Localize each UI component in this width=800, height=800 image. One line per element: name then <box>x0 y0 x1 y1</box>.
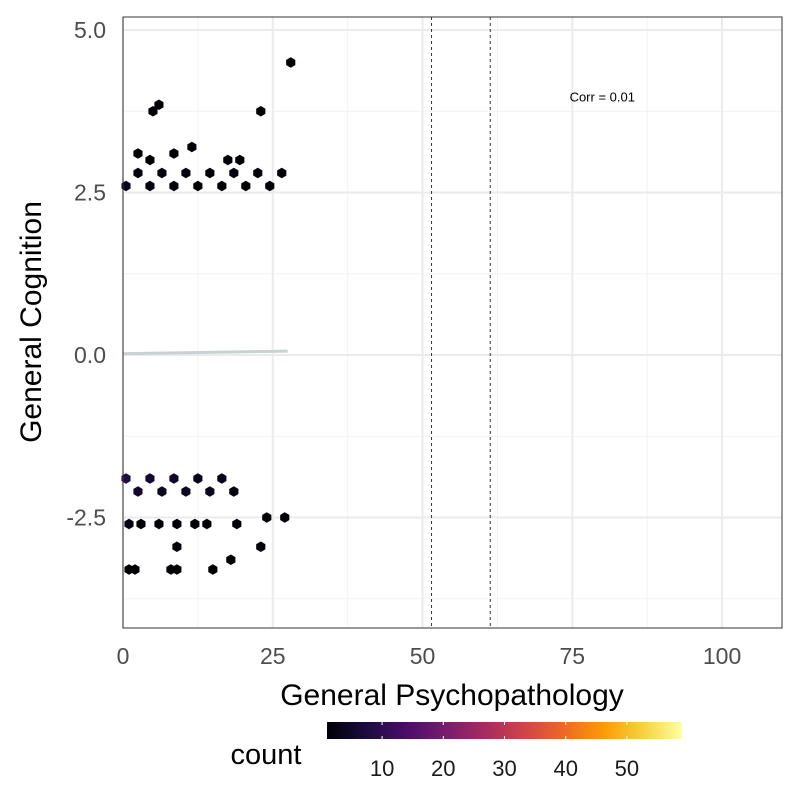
hex-cell <box>205 486 215 497</box>
x-tick-label: 25 <box>260 643 286 669</box>
hex-cell <box>256 541 266 553</box>
hex-cell <box>121 473 131 484</box>
fit-line <box>122 349 288 356</box>
minor-gridlines <box>123 17 782 628</box>
hex-cell <box>133 486 143 497</box>
y-axis-ticks: -2.5 0.0 2.5 5.0 <box>66 17 106 531</box>
trend-line <box>122 349 288 356</box>
hex-cell <box>154 99 164 111</box>
hex-cell <box>265 180 275 192</box>
y-tick-label: 2.5 <box>74 180 106 206</box>
hexbin-cells <box>121 57 296 575</box>
x-axis-title: General Psychopathology <box>280 679 624 712</box>
hex-cell <box>145 154 155 166</box>
hex-cell <box>130 564 140 575</box>
y-axis-title: General Cognition <box>15 201 48 443</box>
legend-colorbar <box>327 722 682 739</box>
x-tick-label: 0 <box>117 643 130 669</box>
hex-cell <box>193 473 203 484</box>
y-tick-label: 5.0 <box>74 17 106 43</box>
hex-cell <box>157 486 167 497</box>
hex-cell <box>202 518 212 530</box>
hex-cell <box>277 167 287 179</box>
x-tick-label: 50 <box>410 643 436 669</box>
hex-cell <box>172 564 182 575</box>
y-tick-label: -2.5 <box>66 505 106 531</box>
hex-cell <box>217 473 227 484</box>
hex-cell <box>145 473 155 484</box>
hex-cell <box>169 180 179 192</box>
hex-cell <box>232 518 242 530</box>
hex-cell <box>121 180 131 192</box>
hex-cell <box>187 141 197 153</box>
hex-cell <box>181 167 191 179</box>
hex-cell <box>157 167 167 179</box>
hex-cell <box>223 154 233 166</box>
hex-cell <box>241 180 251 192</box>
hex-cell <box>145 180 155 192</box>
hex-cell <box>133 167 143 179</box>
x-tick-label: 75 <box>560 643 586 669</box>
hex-cell <box>280 512 290 523</box>
hex-cell <box>181 486 191 497</box>
hex-cell <box>124 518 134 530</box>
hex-cell <box>193 180 203 192</box>
hex-cell <box>229 486 239 497</box>
hex-cell <box>226 554 236 566</box>
y-tick-label: 0.0 <box>74 342 106 368</box>
legend-tick-label: 20 <box>431 756 455 781</box>
legend-tick-label: 40 <box>553 756 577 781</box>
hex-cell <box>169 148 179 159</box>
hex-cell <box>208 564 218 575</box>
hex-cell <box>205 167 215 179</box>
hex-cell <box>169 473 179 484</box>
hex-cell <box>172 541 182 553</box>
x-tick-label: 100 <box>703 643 741 669</box>
hex-cell <box>229 167 239 179</box>
legend-ticks: 10 20 30 40 50 <box>370 722 639 781</box>
legend-tick-label: 50 <box>615 756 639 781</box>
hex-cell <box>136 518 146 530</box>
hex-cell <box>217 180 227 192</box>
correlation-annotation: Corr = 0.01 <box>570 90 635 105</box>
plot-border <box>122 16 783 629</box>
hex-cell <box>235 154 245 166</box>
hex-cell <box>190 518 200 530</box>
legend-tick-label: 30 <box>492 756 516 781</box>
hex-cell <box>256 105 266 117</box>
legend-title: count <box>231 739 302 771</box>
hex-cell <box>262 512 272 523</box>
hex-cell <box>154 518 164 530</box>
hex-cell <box>286 57 296 68</box>
hex-cell <box>172 518 182 530</box>
hex-cell <box>133 148 143 159</box>
legend-tick-label: 10 <box>370 756 394 781</box>
x-axis-ticks: 0 25 50 75 100 <box>117 643 742 669</box>
hex-cell <box>253 167 263 179</box>
